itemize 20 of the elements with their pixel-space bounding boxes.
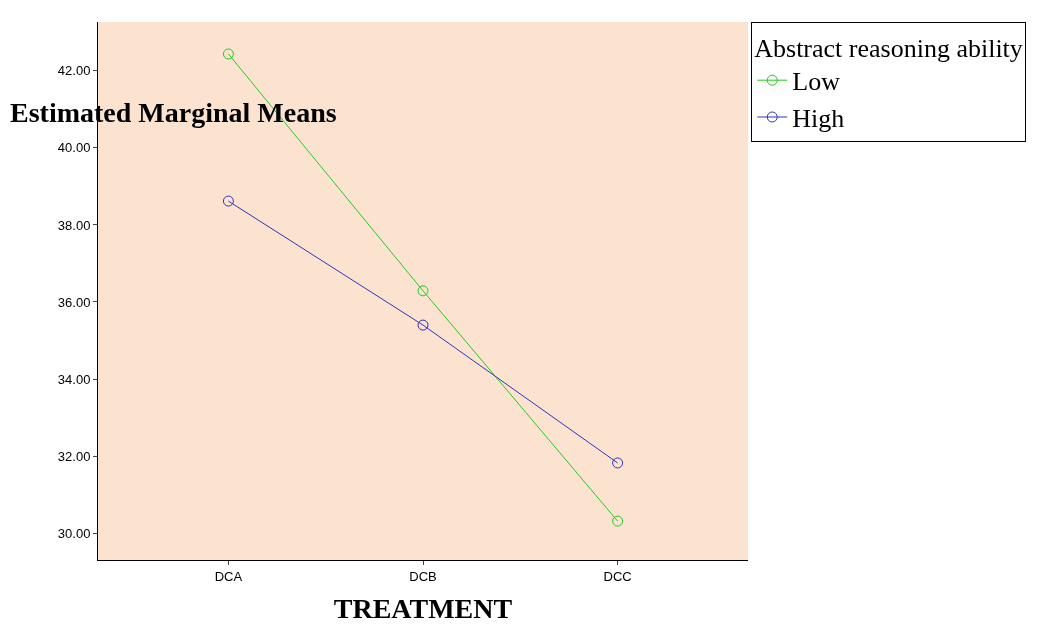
point bbox=[222, 48, 234, 60]
x-axis-title: TREATMENT bbox=[333, 592, 513, 624]
point bbox=[222, 195, 234, 207]
x-tick-label: DCC bbox=[603, 568, 632, 584]
point bbox=[417, 285, 429, 297]
legend-title: Abstract reasoning ability bbox=[754, 33, 1023, 63]
point bbox=[612, 457, 624, 469]
point bbox=[417, 319, 429, 331]
legend-label: High bbox=[792, 104, 845, 134]
legend-label: Low bbox=[792, 67, 841, 97]
y-tick-label: 38.00 bbox=[57, 217, 91, 233]
y-tick-label: 40.00 bbox=[57, 140, 91, 156]
y-tick-label: 36.00 bbox=[57, 294, 91, 310]
y-tick-label: 32.00 bbox=[57, 448, 91, 464]
y-tick-label: 42.00 bbox=[57, 63, 91, 79]
point bbox=[612, 515, 624, 527]
y-tick-label: 30.00 bbox=[57, 525, 91, 541]
y-tick-label: 34.00 bbox=[57, 371, 91, 387]
x-tick-label: DCB bbox=[409, 568, 437, 584]
x-tick-label: DCA bbox=[214, 568, 243, 584]
